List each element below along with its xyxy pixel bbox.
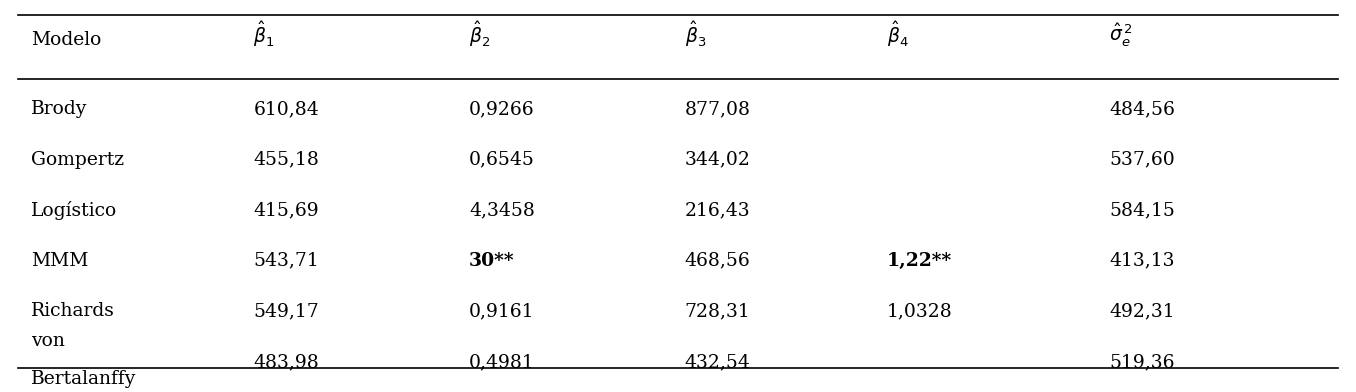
Text: 468,56: 468,56 — [685, 252, 750, 270]
Text: 1,0328: 1,0328 — [887, 302, 953, 320]
Text: 584,15: 584,15 — [1109, 201, 1176, 219]
Text: 728,31: 728,31 — [685, 302, 750, 320]
Text: 4,3458: 4,3458 — [469, 201, 536, 219]
Text: 30**: 30** — [469, 252, 515, 270]
Text: von: von — [31, 332, 65, 350]
Text: 1,22**: 1,22** — [887, 252, 952, 270]
Text: 610,84: 610,84 — [254, 100, 319, 118]
Text: 549,17: 549,17 — [254, 302, 319, 320]
Text: MMM: MMM — [31, 252, 88, 270]
Text: $\hat{\sigma}_e^{\,2}$: $\hat{\sigma}_e^{\,2}$ — [1109, 22, 1132, 49]
Text: 216,43: 216,43 — [685, 201, 750, 219]
Text: 415,69: 415,69 — [254, 201, 319, 219]
Text: Gompertz: Gompertz — [31, 151, 125, 169]
Text: 413,13: 413,13 — [1109, 252, 1174, 270]
Text: 0,4981: 0,4981 — [469, 353, 534, 371]
Text: Logístico: Logístico — [31, 201, 118, 220]
Text: $\hat{\beta}_2$: $\hat{\beta}_2$ — [469, 19, 491, 49]
Text: Richards: Richards — [31, 302, 115, 320]
Text: 519,36: 519,36 — [1109, 353, 1174, 371]
Text: 344,02: 344,02 — [685, 151, 751, 169]
Text: Brody: Brody — [31, 100, 88, 118]
Text: Bertalanffy: Bertalanffy — [31, 370, 137, 388]
Text: 484,56: 484,56 — [1109, 100, 1176, 118]
Text: Modelo: Modelo — [31, 31, 102, 49]
Text: 0,9161: 0,9161 — [469, 302, 534, 320]
Text: 432,54: 432,54 — [685, 353, 751, 371]
Text: 455,18: 455,18 — [254, 151, 320, 169]
Text: $\hat{\beta}_3$: $\hat{\beta}_3$ — [685, 19, 706, 49]
Text: 543,71: 543,71 — [254, 252, 319, 270]
Text: 0,9266: 0,9266 — [469, 100, 534, 118]
Text: 0,6545: 0,6545 — [469, 151, 536, 169]
Text: 877,08: 877,08 — [685, 100, 751, 118]
Text: 537,60: 537,60 — [1109, 151, 1176, 169]
Text: $\hat{\beta}_1$: $\hat{\beta}_1$ — [254, 19, 275, 49]
Text: $\hat{\beta}_4$: $\hat{\beta}_4$ — [887, 19, 909, 49]
Text: 492,31: 492,31 — [1109, 302, 1174, 320]
Text: 483,98: 483,98 — [254, 353, 319, 371]
